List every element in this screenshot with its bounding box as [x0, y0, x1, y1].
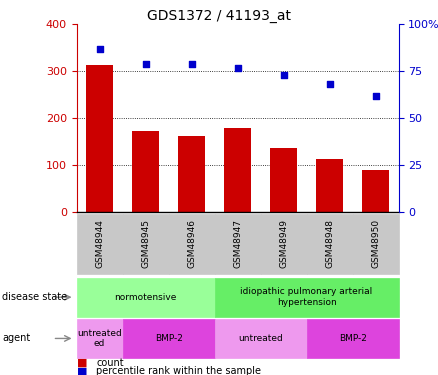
- Text: agent: agent: [2, 333, 30, 344]
- Text: ■: ■: [77, 366, 87, 375]
- Point: [372, 93, 379, 99]
- Bar: [178, 136, 205, 212]
- Text: GSM48947: GSM48947: [233, 219, 242, 268]
- Text: untreated: untreated: [238, 334, 283, 343]
- Text: GSM48945: GSM48945: [141, 219, 150, 268]
- Text: GDS1372 / 41193_at: GDS1372 / 41193_at: [147, 9, 291, 23]
- Text: idiopathic pulmonary arterial
hypertension: idiopathic pulmonary arterial hypertensi…: [240, 288, 373, 307]
- Point: [234, 64, 241, 70]
- Text: ■: ■: [77, 358, 87, 368]
- Point: [188, 61, 195, 67]
- Text: GSM48949: GSM48949: [279, 219, 288, 268]
- Point: [96, 46, 103, 52]
- Text: percentile rank within the sample: percentile rank within the sample: [96, 366, 261, 375]
- Text: GSM48950: GSM48950: [371, 219, 380, 268]
- Text: untreated
ed: untreated ed: [77, 329, 122, 348]
- Text: BMP-2: BMP-2: [155, 334, 183, 343]
- Point: [280, 72, 287, 78]
- Text: normotensive: normotensive: [114, 292, 177, 302]
- Text: BMP-2: BMP-2: [339, 334, 367, 343]
- Text: disease state: disease state: [2, 292, 67, 302]
- Point: [326, 81, 333, 87]
- Bar: [362, 170, 389, 212]
- Text: GSM48948: GSM48948: [325, 219, 334, 268]
- Text: GSM48944: GSM48944: [95, 219, 104, 268]
- Bar: [224, 128, 251, 212]
- Bar: [132, 131, 159, 212]
- Point: [142, 61, 149, 67]
- Bar: [86, 65, 113, 212]
- Text: count: count: [96, 358, 124, 368]
- Bar: [270, 148, 297, 212]
- Bar: [316, 159, 343, 212]
- Text: GSM48946: GSM48946: [187, 219, 196, 268]
